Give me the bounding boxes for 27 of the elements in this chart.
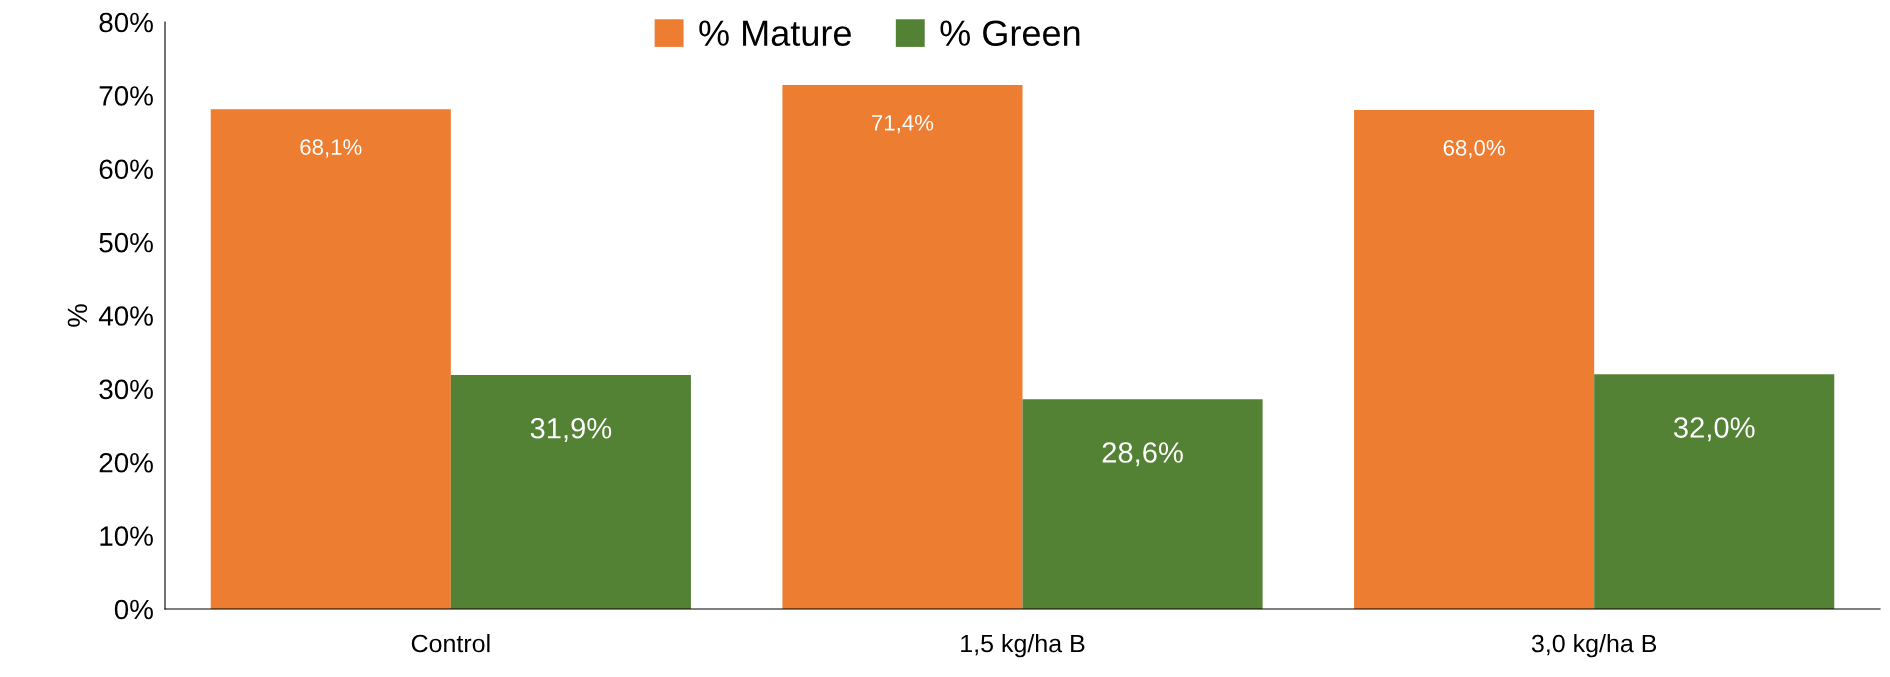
data-label: 68,1% bbox=[300, 139, 362, 158]
bar bbox=[1022, 399, 1263, 609]
y-tick-label: 10% bbox=[100, 526, 153, 546]
x-tick-label: Control bbox=[411, 634, 490, 653]
y-tick-label: 40% bbox=[98, 306, 153, 326]
data-label: 68,0% bbox=[1443, 139, 1505, 159]
y-tick-label: 50% bbox=[99, 232, 153, 253]
x-tick-label: 3,0 kg/ha B bbox=[1531, 634, 1657, 658]
y-axis-title: % bbox=[67, 304, 88, 327]
legend-label: % Green bbox=[940, 20, 1080, 46]
y-tick-label: 60% bbox=[99, 159, 153, 180]
legend-label: % Mature bbox=[699, 20, 851, 46]
bar bbox=[1354, 110, 1595, 609]
bar bbox=[1594, 374, 1835, 609]
bar bbox=[450, 374, 691, 609]
data-label: 32,0% bbox=[1673, 417, 1755, 442]
y-tick-label: 70% bbox=[99, 86, 153, 106]
y-tick-label: 0% bbox=[114, 599, 153, 620]
bar bbox=[210, 109, 451, 609]
data-label: 28,6% bbox=[1102, 442, 1183, 467]
bar bbox=[782, 85, 1023, 609]
y-tick-label: 80% bbox=[99, 12, 153, 33]
y-tick-label: 30% bbox=[99, 379, 153, 400]
x-tick-label: 1,5 kg/ha B bbox=[961, 634, 1085, 658]
data-label: 71,4% bbox=[872, 115, 934, 134]
data-label: 31,9% bbox=[530, 417, 612, 443]
y-tick-label: 20% bbox=[99, 452, 153, 473]
